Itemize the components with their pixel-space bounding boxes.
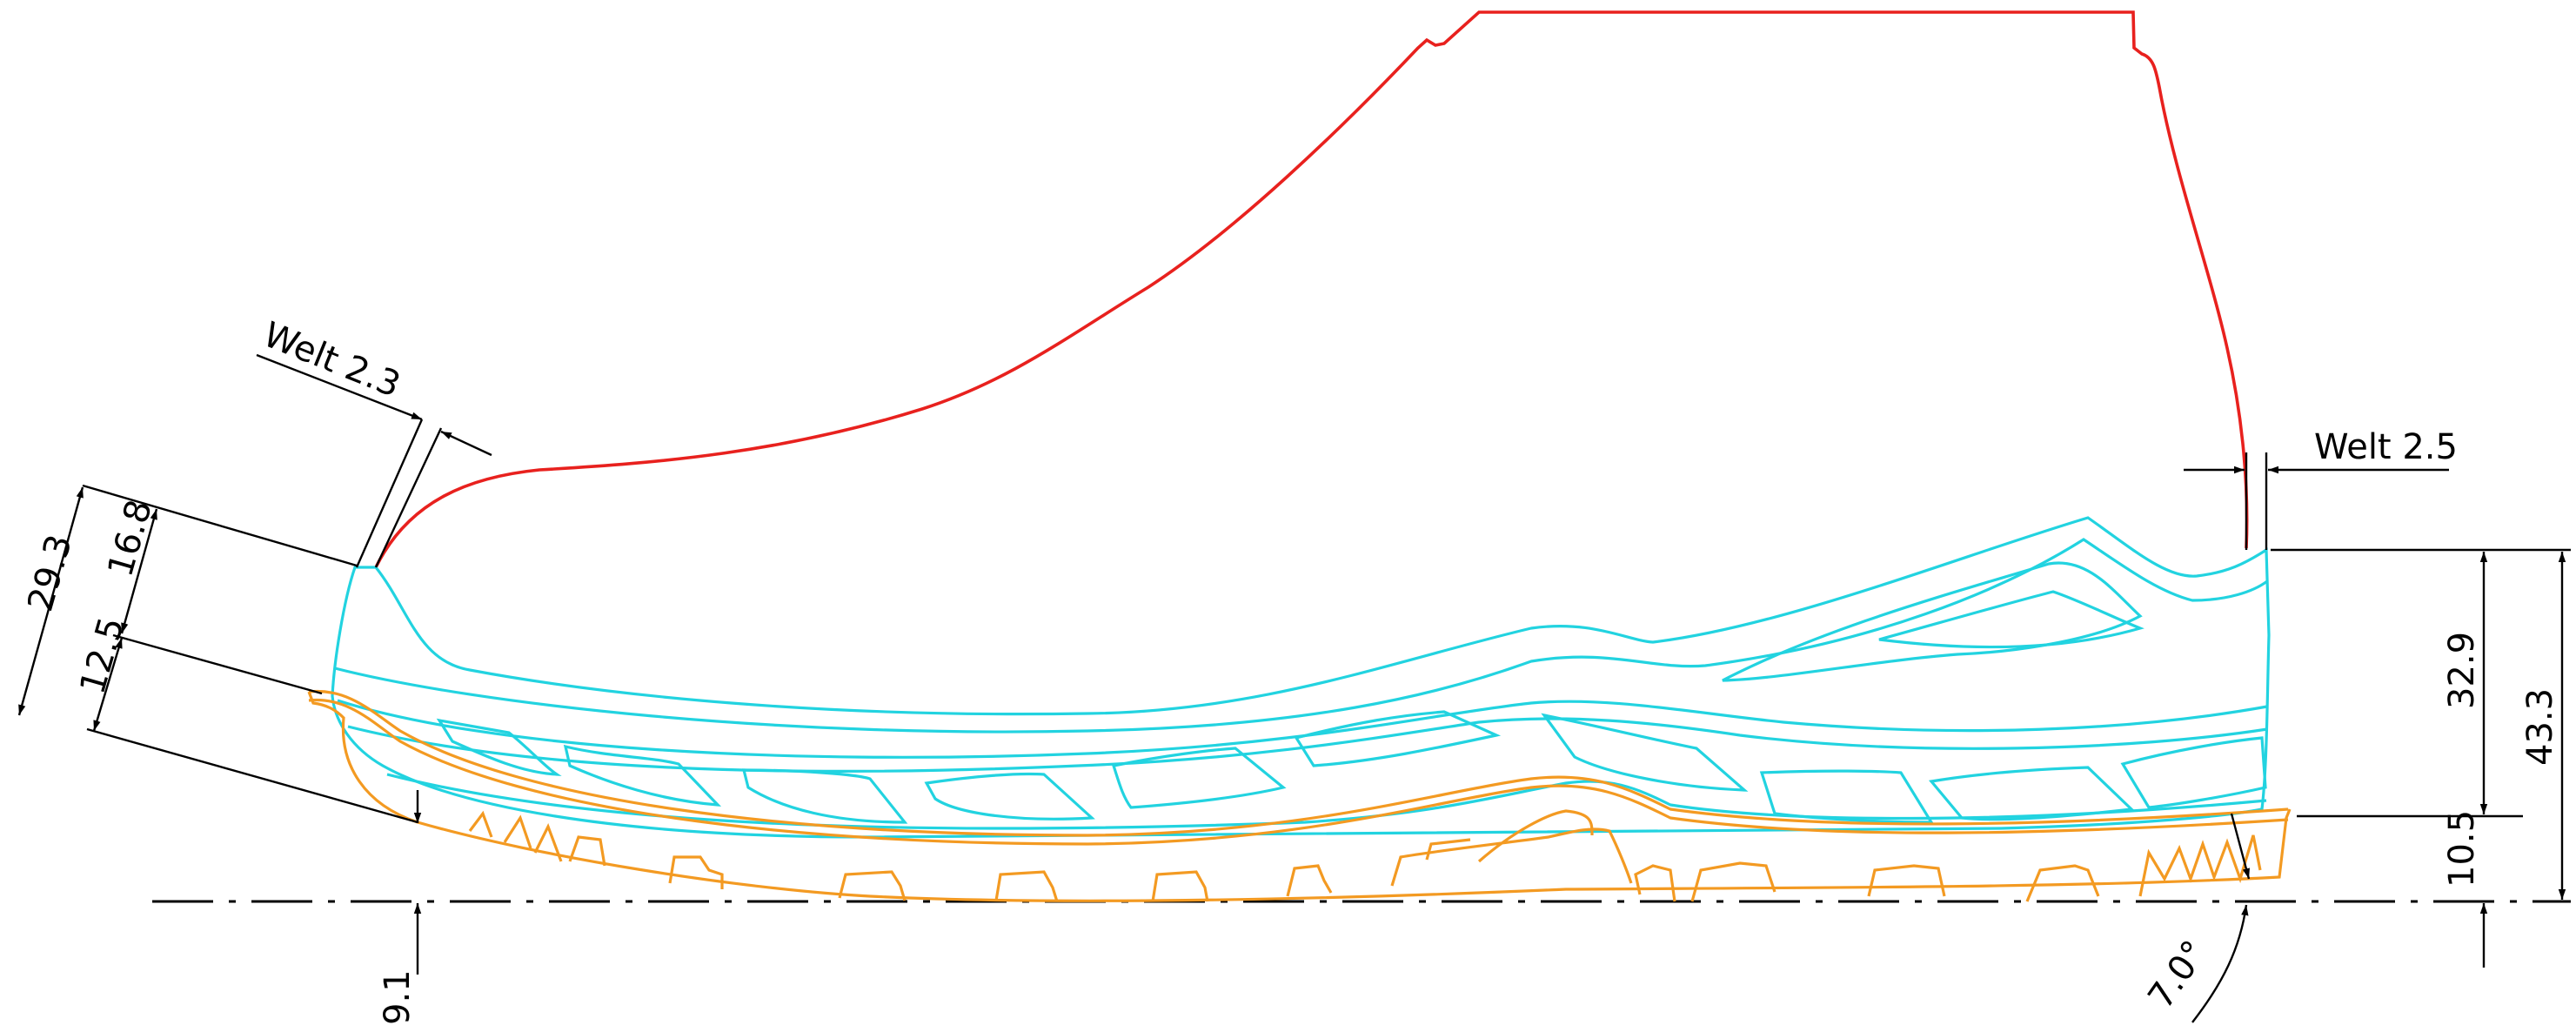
heel-upper-dim-line	[120, 508, 158, 634]
midsole-window-3	[741, 768, 908, 824]
ground-offset-label: 9.1	[378, 969, 418, 1025]
midsole-window-5	[1111, 747, 1287, 809]
toe-angle-arc	[2191, 904, 2249, 1023]
toe-total-label: 43.3	[2520, 688, 2560, 766]
heel-upper-label: 16.8	[100, 495, 160, 580]
outsole-top-line	[308, 689, 2289, 837]
midsole	[331, 516, 2271, 839]
midsole-inner-line-2	[337, 699, 2268, 759]
midsole-toe-pad-inner	[1878, 590, 2144, 649]
outsole-heel-lugs	[468, 810, 606, 867]
midsole-window-8	[1759, 769, 1934, 824]
heel-ext-bottom	[86, 727, 418, 824]
midsole-window-6	[1294, 710, 1502, 767]
midsole-inner-line-1	[334, 538, 2268, 734]
midsole-outline	[331, 516, 2271, 839]
outsole-top-line-2	[308, 698, 2289, 846]
welt-heel-label: Welt 2.3	[258, 315, 405, 405]
midsole-inner-line-3	[347, 717, 2268, 773]
heel-total-label: 29.3	[20, 530, 80, 615]
heel-ext-mid	[112, 633, 323, 695]
welt-heel-witness-2	[374, 427, 443, 568]
toe-midsole-label: 32.9	[2442, 632, 2482, 709]
midsole-window-9	[1928, 766, 2135, 821]
midsole-toe-pad	[1722, 561, 2143, 682]
outsole-arch-bridge	[1390, 809, 1633, 887]
outsole-lugs-front	[1634, 834, 2262, 902]
toe-angle-leader	[2230, 813, 2251, 880]
welt-heel-witness-1	[355, 419, 424, 568]
midsole-window-2	[563, 744, 722, 807]
heel-lower-dim-line	[92, 637, 124, 732]
midsole-window-4	[924, 772, 1095, 821]
midsole-bottom-line	[386, 773, 2267, 830]
toe-angle-label: 7.0°	[2141, 934, 2216, 1016]
midsole-window-7	[1541, 713, 1749, 792]
upper-outline	[374, 10, 2249, 568]
heel-lower-label: 12.5	[72, 613, 132, 698]
outsole-bottom-line	[417, 808, 2292, 902]
welt-toe-label: Welt 2.5	[2314, 427, 2458, 467]
outsole-heel-wall	[307, 691, 418, 824]
outsole-lugs-mid	[668, 855, 1333, 902]
outsole	[307, 689, 2292, 902]
toe-outsole-label: 10.5	[2442, 810, 2482, 888]
welt-heel-arrow-right	[440, 430, 492, 457]
heel-ext-top	[82, 484, 358, 567]
welt-heel-leader	[256, 353, 423, 421]
midsole-window-1	[436, 718, 562, 776]
heel-total-dim-line	[17, 486, 84, 716]
midsole-window-10	[2120, 736, 2267, 809]
